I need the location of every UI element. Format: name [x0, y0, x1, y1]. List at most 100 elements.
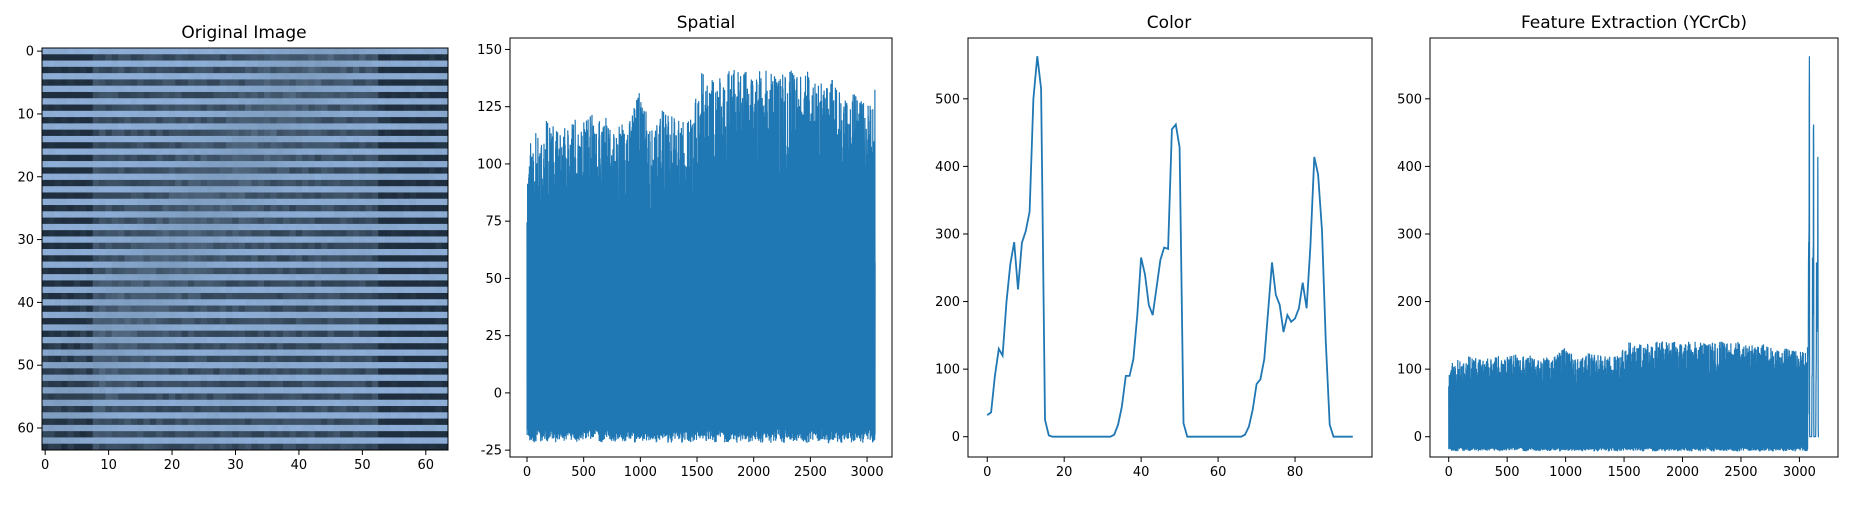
image-pixel [340, 387, 347, 394]
image-pixel [308, 355, 316, 363]
image-pixel [54, 406, 62, 413]
image-pixel [289, 412, 297, 419]
image-pixel [92, 305, 100, 313]
image-pixel [105, 330, 113, 338]
image-pixel [321, 249, 328, 256]
image-pixel [219, 192, 227, 200]
image-pixel [225, 110, 233, 118]
image-pixel [352, 73, 360, 80]
image-pixel [333, 117, 341, 124]
image-pixel [422, 179, 430, 187]
image-pixel [276, 418, 284, 426]
image-pixel [124, 211, 132, 218]
image-pixel [409, 223, 417, 231]
image-pixel [232, 318, 240, 325]
image-pixel [42, 374, 49, 382]
image-pixel [441, 412, 449, 419]
image-pixel [416, 217, 424, 225]
image-pixel [321, 349, 328, 357]
image-pixel [48, 324, 56, 332]
image-pixel [99, 66, 106, 74]
image-pixel [162, 311, 170, 319]
image-pixel [251, 198, 259, 206]
image-pixel [441, 380, 449, 388]
image-pixel [194, 349, 201, 357]
image-pixel [308, 173, 316, 181]
image-pixel [92, 154, 100, 162]
image-pixel [289, 311, 297, 319]
image-pixel [428, 393, 436, 401]
image-pixel [200, 211, 208, 218]
image-pixel [206, 412, 214, 419]
image-pixel [264, 85, 271, 93]
image-pixel [156, 412, 163, 419]
image-pixel [42, 205, 49, 212]
image-pixel [428, 406, 436, 413]
image-pixel [61, 192, 68, 200]
image-pixel [118, 66, 125, 74]
image-pixel [238, 236, 246, 244]
image-pixel [48, 399, 56, 407]
image-pixel [86, 148, 94, 156]
image-pixel [321, 274, 328, 281]
panel-title: Spatial [677, 13, 736, 33]
image-pixel [384, 242, 392, 250]
image-pixel [187, 242, 195, 250]
image-pixel [42, 412, 49, 419]
image-pixel [422, 368, 430, 376]
image-pixel [314, 318, 322, 325]
image-pixel [194, 280, 201, 288]
image-pixel [365, 79, 373, 87]
image-pixel [156, 418, 163, 426]
image-pixel [365, 393, 373, 401]
image-pixel [302, 355, 309, 363]
image-pixel [232, 142, 240, 149]
image-pixel [257, 142, 265, 149]
image-pixel [194, 236, 201, 244]
image-pixel [225, 211, 233, 218]
y-tick-label: 0 [494, 386, 502, 401]
x-tick-label: 1000 [624, 465, 657, 480]
image-pixel [118, 443, 125, 451]
image-pixel [232, 393, 240, 401]
image-pixel [181, 292, 189, 300]
image-pixel [245, 412, 252, 419]
image-pixel [257, 242, 265, 250]
image-pixel [314, 104, 322, 112]
image-pixel [156, 104, 163, 112]
image-pixel [92, 267, 100, 275]
image-pixel [130, 173, 138, 181]
image-pixel [321, 236, 328, 244]
image-pixel [308, 161, 316, 168]
image-pixel [416, 179, 424, 187]
image-pixel [175, 299, 182, 306]
image-pixel [264, 406, 271, 413]
image-pixel [143, 299, 151, 306]
image-pixel [276, 205, 284, 212]
image-pixel [314, 343, 322, 350]
image-pixel [187, 148, 195, 156]
image-pixel [428, 274, 436, 281]
image-pixel [327, 123, 335, 131]
image-pixel [162, 431, 170, 438]
image-pixel [276, 173, 284, 181]
image-pixel [403, 362, 411, 369]
image-pixel [365, 179, 373, 187]
image-pixel [245, 91, 252, 99]
image-pixel [435, 66, 443, 74]
image-pixel [422, 380, 430, 388]
image-pixel [225, 280, 233, 288]
image-pixel [359, 286, 366, 294]
image-pixel [270, 110, 278, 118]
image-pixel [54, 73, 62, 80]
image-pixel [416, 305, 424, 313]
image-pixel [143, 161, 151, 168]
image-pixel [99, 343, 106, 350]
image-pixel [384, 343, 392, 350]
image-pixel [416, 148, 424, 156]
image-pixel [428, 236, 436, 244]
image-pixel [409, 343, 417, 350]
image-pixel [441, 91, 449, 99]
image-pixel [130, 387, 138, 394]
image-pixel [92, 311, 100, 319]
